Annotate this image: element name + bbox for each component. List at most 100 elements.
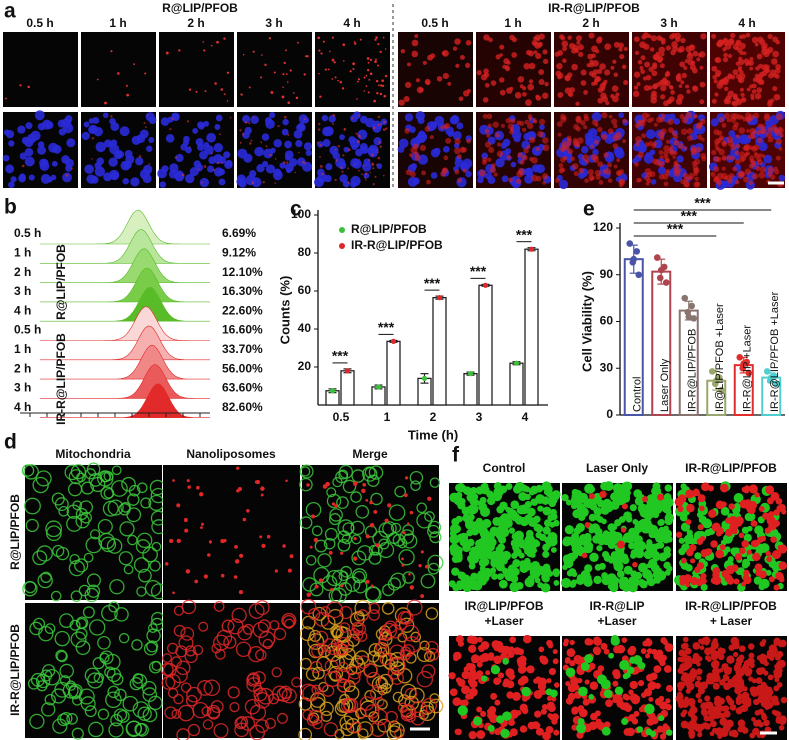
cell [578,171,586,179]
cell [603,481,614,492]
cell [84,705,97,718]
cell [626,535,634,543]
cell [416,670,434,688]
cell [173,624,186,637]
cell [663,665,672,673]
cell [382,174,385,177]
cell [497,645,505,653]
cell [282,614,296,628]
cell [633,85,639,90]
cell [634,36,640,43]
cell [369,72,373,76]
cell [646,494,657,505]
cell [542,173,549,180]
category-label: Control [632,377,644,412]
cell [752,539,760,547]
cell [698,524,704,530]
cell [204,90,207,93]
cell [751,89,757,94]
cell [253,684,264,695]
cell [700,708,708,716]
cell [494,699,501,706]
cell [43,668,61,686]
point [513,360,520,366]
cell [598,562,606,570]
cell [353,579,368,594]
cell [728,503,735,510]
cell [689,708,694,713]
cell [634,162,639,167]
cell [764,705,770,710]
point [763,368,771,375]
cell [59,663,74,679]
cell [19,173,26,181]
cell [765,132,773,139]
cell [685,519,692,525]
cell [201,181,203,184]
cell [763,670,769,676]
micrograph [81,32,156,107]
cell [412,177,420,185]
micrograph [299,464,444,604]
cell [541,496,550,505]
cell [469,582,478,591]
cell [664,484,673,492]
cell [293,129,303,139]
cell [400,649,412,661]
cell [202,41,205,43]
cell [567,692,576,701]
cell [303,142,313,151]
micrograph [708,110,786,190]
cell [593,637,602,646]
cell [759,640,766,647]
cell [456,122,464,130]
cell [369,522,375,528]
cell [369,500,373,505]
cell [687,172,695,180]
cell [5,97,7,100]
cell [469,487,478,495]
cell [618,112,625,119]
cell [151,660,162,672]
cell [519,504,530,515]
cell [253,116,255,119]
cell [403,636,421,653]
cell [458,484,467,493]
cell [601,576,611,586]
cell [658,715,665,722]
cell [599,63,606,70]
cell [455,515,463,523]
cell [235,641,252,658]
cell [497,672,505,679]
cell [310,660,323,674]
cell [659,155,664,160]
point [745,369,753,377]
cell [479,553,488,562]
cell [388,657,406,675]
cell [533,119,538,124]
cell [733,493,744,503]
cell [738,547,746,555]
cell [218,168,226,176]
point [690,315,698,322]
cell [665,139,671,144]
cell [612,143,619,149]
cell [559,167,566,173]
cell [313,566,330,584]
cell [229,702,240,713]
cell [371,708,389,726]
cell [758,171,766,179]
cell [756,667,764,676]
cell [94,166,106,177]
cell [293,92,295,94]
cell [589,681,599,691]
cell [480,710,487,717]
cell [704,723,711,730]
cell [113,708,128,722]
cell [401,704,417,721]
cell [527,83,535,91]
cell [720,506,730,516]
cell [321,575,338,592]
cell [363,164,365,167]
cell [242,115,251,124]
